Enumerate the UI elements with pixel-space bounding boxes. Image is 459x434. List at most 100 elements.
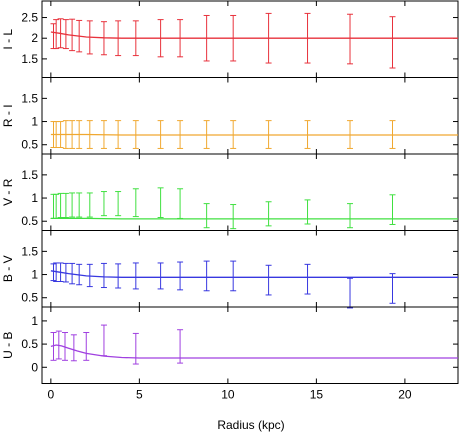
- error-bar: [69, 18, 76, 52]
- error-bar: [230, 204, 237, 230]
- x-tick-label: 5: [136, 388, 143, 402]
- error-bar: [203, 260, 210, 292]
- error-bar: [132, 332, 139, 365]
- error-bar: [265, 12, 272, 64]
- model-curve-i-l: [50, 31, 458, 39]
- y-tick-label: 1.5: [21, 244, 38, 258]
- error-bar: [157, 19, 164, 58]
- x-axis-tick-labels: 0 5 10 15 20: [48, 388, 412, 402]
- x-tick-label: 0: [48, 388, 55, 402]
- error-bar: [389, 273, 396, 304]
- error-bar: [265, 201, 272, 227]
- error-bar: [100, 324, 107, 357]
- panel-frame: [41, 306, 459, 384]
- error-bar: [230, 14, 237, 62]
- error-bar: [100, 21, 107, 56]
- y-tick-label: 2.5: [21, 11, 38, 25]
- error-bar: [347, 120, 354, 149]
- error-bar: [177, 19, 184, 58]
- error-bar: [76, 19, 83, 53]
- model-curve-b-v: [50, 270, 458, 278]
- error-bar: [347, 203, 354, 229]
- error-bar: [177, 261, 184, 291]
- error-bar: [100, 120, 107, 149]
- error-bar: [86, 120, 93, 149]
- error-bar: [50, 332, 57, 361]
- y-tick-label: 1.5: [21, 52, 38, 66]
- error-bar: [86, 20, 93, 55]
- error-bar: [132, 262, 139, 290]
- error-bar: [76, 263, 83, 286]
- panel-b-v: 0.5 1 1.5 B - V: [1, 230, 459, 309]
- y-axis-label-i-l: I - L: [1, 29, 15, 50]
- error-bar: [100, 262, 107, 289]
- error-bar: [389, 120, 396, 149]
- error-bar: [230, 260, 237, 292]
- error-bar: [62, 332, 69, 361]
- error-bar: [177, 329, 184, 364]
- error-bar: [177, 188, 184, 219]
- error-bar: [86, 263, 93, 288]
- error-bar: [100, 191, 107, 217]
- panel-i-l: 1.5 2 2.5 I - L: [1, 0, 459, 78]
- error-bar: [203, 120, 210, 149]
- error-bar: [53, 193, 60, 219]
- error-bar: [115, 263, 122, 289]
- error-bar: [203, 203, 210, 229]
- x-tick-label: 20: [398, 388, 412, 402]
- y-tick-label: 0.5: [21, 214, 38, 228]
- x-tick-label: 15: [310, 388, 324, 402]
- y-axis-label-b-v: B - V: [1, 255, 15, 282]
- error-bar: [57, 18, 64, 49]
- error-bar: [304, 199, 311, 225]
- y-axis-label-r-i: R - I: [1, 104, 15, 127]
- error-bar: [265, 120, 272, 149]
- error-bar: [115, 191, 122, 217]
- panels: 1.5 2 2.5 I - L 0.5 1 1.5 R - I 0.5 1 1.5 V - R 0.5 1…: [1, 0, 459, 384]
- model-curve-v-r: [50, 217, 458, 220]
- error-bar: [389, 194, 396, 225]
- error-bar: [265, 264, 272, 296]
- model-curve-r-i: [50, 133, 458, 136]
- error-bar: [69, 120, 76, 149]
- y-tick-label: 1: [31, 191, 38, 205]
- x-tick-label: 10: [221, 388, 235, 402]
- error-bar: [62, 192, 69, 219]
- panel-v-r: 0.5 1 1.5 V - R: [1, 153, 459, 231]
- error-bar: [53, 19, 60, 50]
- error-bar: [86, 192, 93, 218]
- error-bar: [304, 12, 311, 64]
- y-tick-label: 0.5: [21, 138, 38, 152]
- error-bar: [203, 14, 210, 62]
- error-bar: [50, 23, 57, 50]
- error-bar: [76, 192, 83, 218]
- y-tick-label: 1: [31, 115, 38, 129]
- y-axis-label-u-b: U - B: [1, 332, 15, 359]
- y-tick-label: 0: [31, 360, 38, 374]
- panel-r-i: 0.5 1 1.5 R - I: [1, 77, 459, 155]
- error-bar: [57, 192, 64, 219]
- error-bar: [83, 332, 90, 361]
- error-bar: [50, 193, 57, 219]
- error-bar: [304, 120, 311, 149]
- error-bar: [70, 334, 77, 362]
- x-axis-label: Radius (kpc): [217, 418, 284, 432]
- error-bar: [55, 330, 62, 360]
- y-tick-label: 0.5: [21, 291, 38, 305]
- error-bar: [62, 262, 69, 283]
- y-tick-label: 1.5: [21, 91, 38, 105]
- error-bar: [62, 19, 69, 50]
- error-bar: [50, 263, 57, 282]
- error-bar: [157, 262, 164, 290]
- y-tick-label: 1: [31, 268, 38, 282]
- error-bar: [389, 16, 396, 69]
- error-bar: [230, 120, 237, 149]
- y-axis-label-v-r: V - R: [1, 178, 15, 206]
- error-bar: [115, 120, 122, 149]
- error-bar: [69, 262, 76, 285]
- error-bar: [177, 120, 184, 149]
- error-bar: [57, 121, 64, 149]
- panel-u-b: 0 0.5 1 U - B: [1, 306, 459, 384]
- error-bar: [57, 262, 64, 282]
